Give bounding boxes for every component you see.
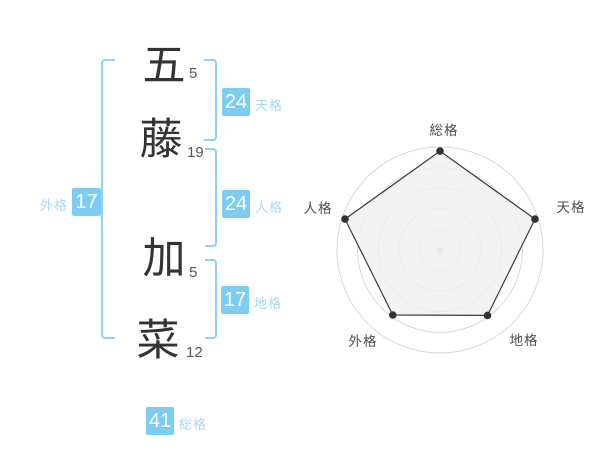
tenkaku-label: 天格: [255, 98, 284, 113]
soukaku-label: 総格: [179, 417, 208, 432]
radar-axis-label: 地格: [510, 333, 539, 348]
jinkaku-value: 24: [222, 190, 250, 218]
given-char-2-strokes: 12: [186, 344, 203, 361]
gaikaku-value: 17: [72, 188, 101, 216]
jinkaku-bracket: [205, 148, 217, 247]
radar-axis-label: 人格: [304, 201, 333, 216]
surname-char-2: 藤: [139, 115, 183, 165]
chikaku-value: 17: [221, 286, 249, 314]
radar-data-point: [389, 311, 397, 319]
gaikaku-bracket: [101, 59, 115, 339]
radar-data-point: [436, 147, 444, 155]
given-char-1: 加: [142, 234, 186, 284]
radar-gridline: [336, 146, 544, 354]
chikaku-bracket: [205, 259, 217, 339]
surname-char-1: 五: [142, 41, 186, 91]
jinkaku-label: 人格: [255, 200, 284, 215]
tenkaku-bracket: [204, 59, 217, 141]
soukaku-value: 41: [146, 407, 174, 435]
radar-axis-label: 総格: [430, 123, 459, 138]
radar-data-point: [483, 311, 492, 320]
chikaku-label: 地格: [254, 296, 283, 311]
radar-data-polygon: [344, 150, 536, 317]
radar-data-point: [341, 215, 349, 223]
tenkaku-value: 24: [222, 88, 250, 116]
gaikaku-label: 外格: [40, 198, 69, 213]
radar-axis-label: 外格: [349, 334, 378, 349]
surname-char-1-strokes: 5: [189, 65, 198, 82]
surname-char-2-strokes: 19: [187, 144, 204, 161]
given-char-2: 菜: [136, 316, 180, 366]
radar-axis-label: 天格: [557, 200, 586, 215]
given-char-1-strokes: 5: [189, 264, 198, 281]
radar-data-point: [531, 215, 539, 223]
